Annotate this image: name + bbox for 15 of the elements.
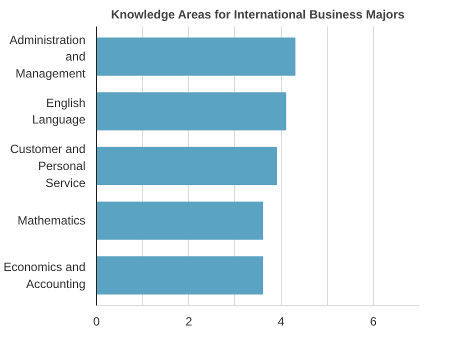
x-tick-label: 2 (185, 314, 192, 328)
x-tick-label: 0 (93, 314, 100, 328)
bar (96, 146, 277, 186)
bar (96, 37, 296, 76)
y-tick-label: Economics and Accounting (3, 260, 86, 291)
chart-title: Knowledge Areas for International Business Majors (110, 8, 405, 22)
y-tick-label: Administration and Management (9, 32, 86, 80)
y-tick-label: English Language (32, 96, 86, 127)
bar (96, 202, 264, 240)
bar (96, 256, 264, 295)
y-tick-label: Customer and Personal Service (10, 142, 86, 190)
y-tick-label: Mathematics (17, 214, 86, 228)
bar (96, 92, 286, 130)
x-tick-label: 4 (278, 314, 285, 328)
x-tick-label: 6 (370, 314, 378, 328)
